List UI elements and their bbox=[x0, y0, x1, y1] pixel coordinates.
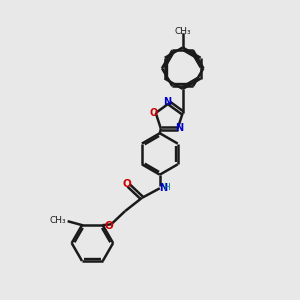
Text: N: N bbox=[176, 123, 184, 133]
Text: CH₃: CH₃ bbox=[175, 27, 192, 36]
Text: O: O bbox=[122, 179, 131, 189]
Text: N: N bbox=[159, 183, 167, 193]
Text: CH₃: CH₃ bbox=[50, 217, 66, 226]
Text: O: O bbox=[105, 221, 113, 231]
Text: N: N bbox=[163, 97, 171, 107]
Text: O: O bbox=[149, 109, 158, 118]
Text: H: H bbox=[163, 183, 170, 192]
